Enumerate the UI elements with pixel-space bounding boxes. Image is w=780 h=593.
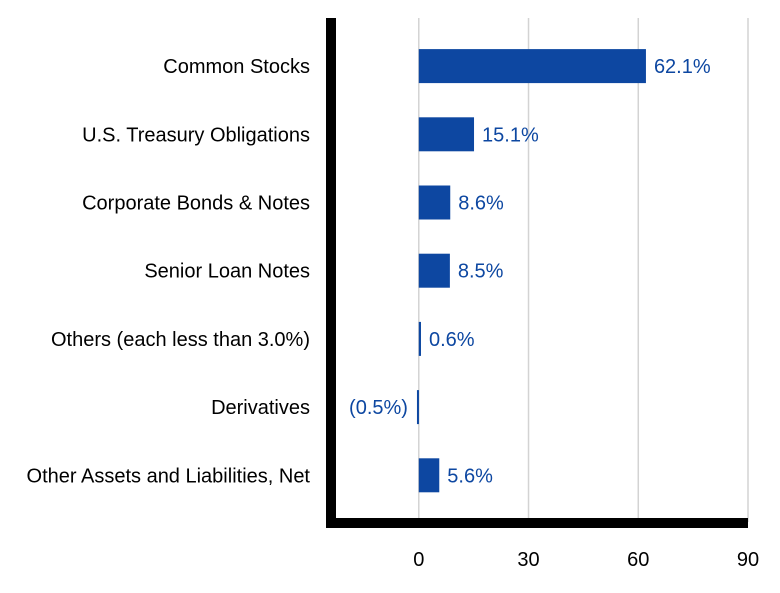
data-label-3: 8.5% xyxy=(458,261,504,283)
bar-5 xyxy=(416,390,419,425)
bar-6 xyxy=(418,458,440,493)
category-label-4: Others (each less than 3.0%) xyxy=(51,329,310,351)
x-tick-label-90: 90 xyxy=(737,549,759,571)
data-label-0: 62.1% xyxy=(654,56,711,78)
bar-3 xyxy=(418,253,450,288)
bar-4 xyxy=(418,321,421,356)
x-tick-label-30: 30 xyxy=(517,549,539,571)
data-label-1: 15.1% xyxy=(482,124,539,146)
bar-2 xyxy=(418,185,451,220)
labels: Common Stocks 62.1% U.S. Treasury Obligati… xyxy=(27,56,760,571)
data-label-2: 8.6% xyxy=(458,193,504,215)
data-label-5: (0.5%) xyxy=(349,397,408,419)
y-axis-line xyxy=(326,18,336,528)
axes xyxy=(326,18,748,528)
category-label-5: Derivatives xyxy=(211,397,310,419)
category-label-6: Other Assets and Liabilities, Net xyxy=(27,465,311,487)
x-tick-label-60: 60 xyxy=(627,549,649,571)
category-label-3: Senior Loan Notes xyxy=(144,261,310,283)
data-label-4: 0.6% xyxy=(429,329,475,351)
data-label-6: 5.6% xyxy=(447,465,493,487)
bars xyxy=(416,49,646,493)
category-label-1: U.S. Treasury Obligations xyxy=(82,124,310,146)
x-axis-line xyxy=(326,518,748,528)
x-tick-label-0: 0 xyxy=(413,549,424,571)
category-label-0: Common Stocks xyxy=(163,56,310,78)
category-label-2: Corporate Bonds & Notes xyxy=(82,193,310,215)
bar-1 xyxy=(418,117,475,152)
bar-0 xyxy=(418,49,646,84)
